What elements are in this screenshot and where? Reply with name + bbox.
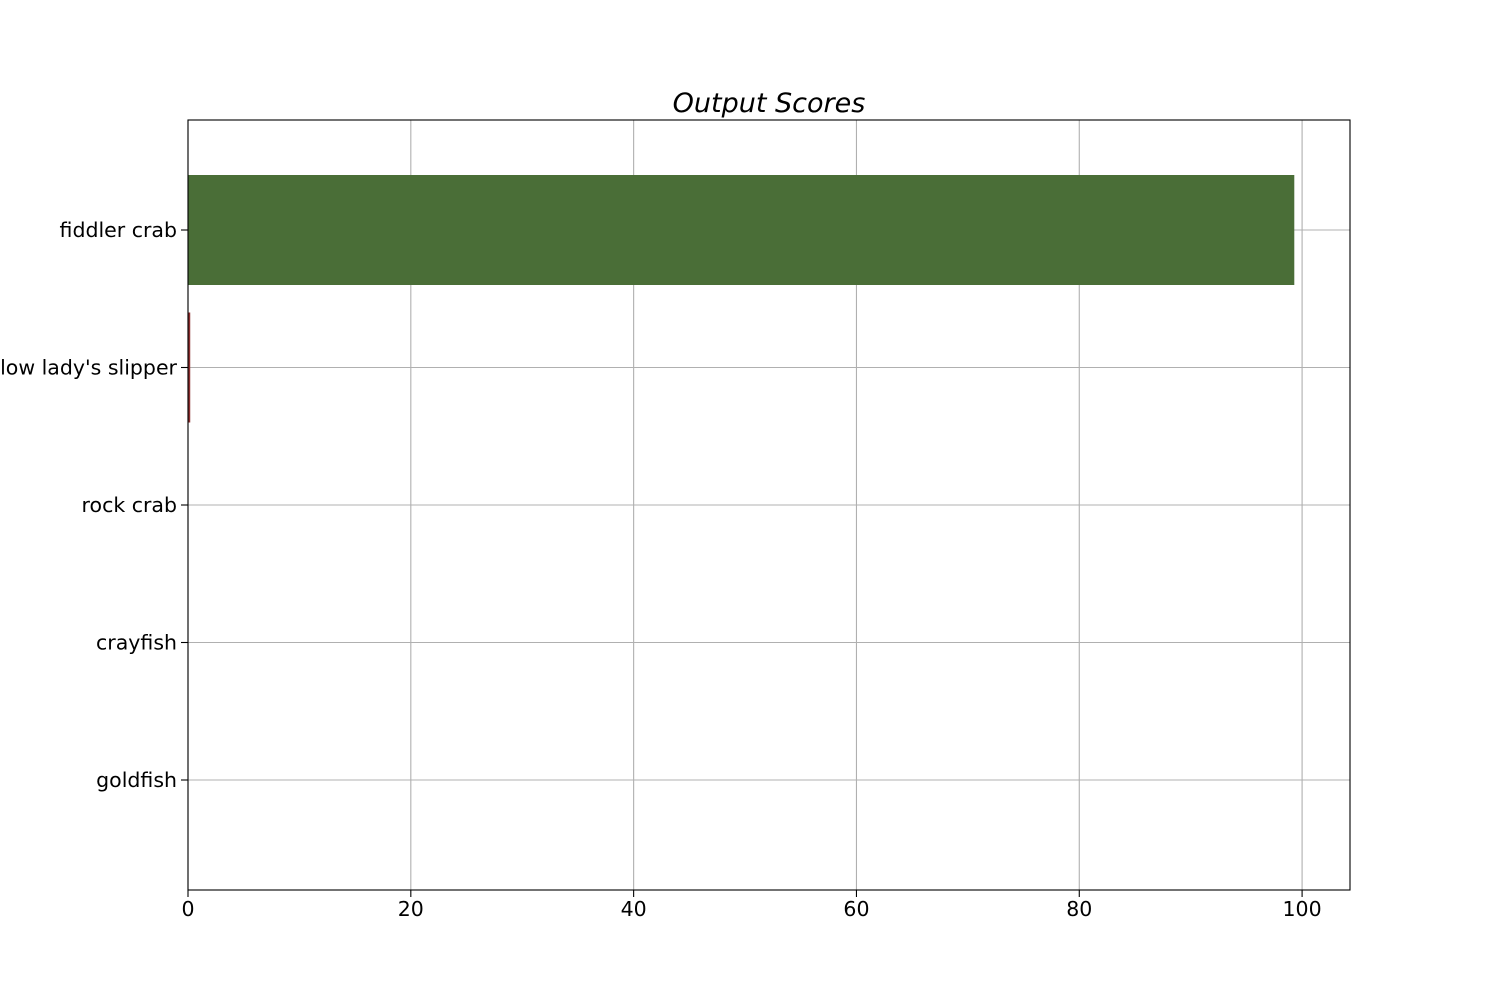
y-tick-label: fiddler crab xyxy=(60,218,177,242)
x-tick-label: 40 xyxy=(621,897,647,921)
bar-yellow-lady-s-slipper xyxy=(188,312,191,423)
ticks-layer: 0 20 40 60 80 100 fiddler crab yellow lady's sl… xyxy=(0,218,1322,921)
x-tick-label: 20 xyxy=(398,897,424,921)
y-tick-label: goldfish xyxy=(96,768,177,792)
y-tick-label: rock crab xyxy=(82,493,177,517)
bar-fiddler-crab xyxy=(188,175,1295,285)
x-tick-label: 100 xyxy=(1283,897,1322,921)
y-tick-label: yellow lady's slipper xyxy=(0,356,178,380)
x-tick-label: 0 xyxy=(181,897,194,921)
x-tick-label: 60 xyxy=(843,897,869,921)
x-tick-label: 80 xyxy=(1066,897,1092,921)
bars-layer xyxy=(188,175,1295,423)
chart-title: Output Scores xyxy=(673,88,866,119)
y-tick-label: crayfish xyxy=(96,631,177,655)
